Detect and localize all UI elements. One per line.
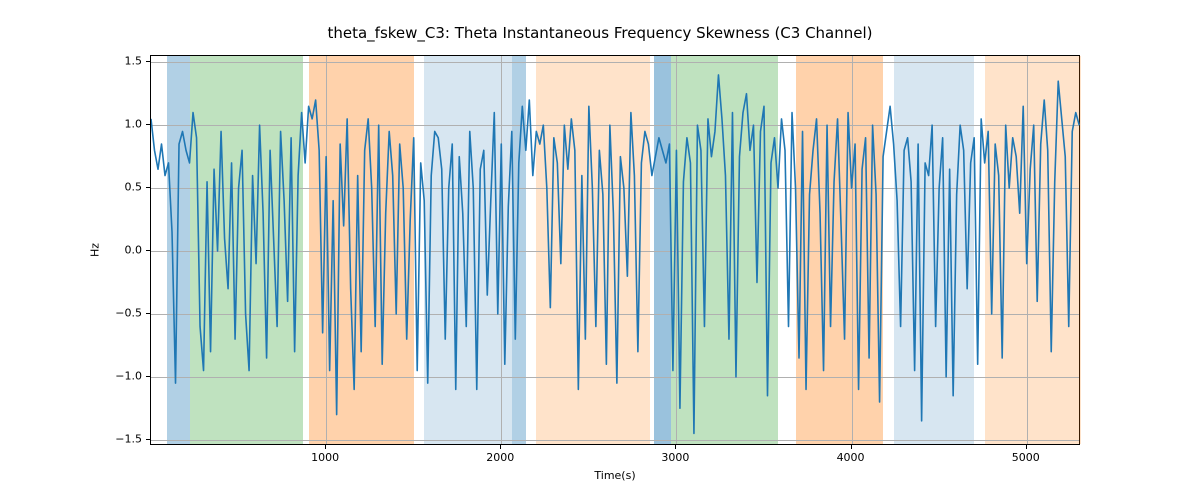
x-tick-label: 5000 xyxy=(1012,451,1040,464)
x-tick-mark xyxy=(500,445,501,449)
x-tick-label: 2000 xyxy=(486,451,514,464)
y-tick-mark xyxy=(146,187,150,188)
x-axis-label: Time(s) xyxy=(594,469,635,482)
y-tick-mark xyxy=(146,313,150,314)
plot-area xyxy=(150,55,1080,445)
y-tick-label: 1.0 xyxy=(110,118,142,131)
y-tick-label: −1.5 xyxy=(110,432,142,445)
x-tick-mark xyxy=(851,445,852,449)
y-tick-label: 0.5 xyxy=(110,181,142,194)
y-tick-mark xyxy=(146,376,150,377)
x-tick-mark xyxy=(325,445,326,449)
x-tick-mark xyxy=(1026,445,1027,449)
y-tick-label: 1.5 xyxy=(110,55,142,68)
y-tick-mark xyxy=(146,439,150,440)
y-tick-mark xyxy=(146,124,150,125)
x-tick-label: 3000 xyxy=(661,451,689,464)
y-tick-label: 0.0 xyxy=(110,244,142,257)
figure: theta_fskew_C3: Theta Instantaneous Freq… xyxy=(0,0,1200,500)
y-tick-mark xyxy=(146,61,150,62)
y-tick-label: −1.0 xyxy=(110,369,142,382)
y-tick-label: −0.5 xyxy=(110,306,142,319)
x-tick-label: 1000 xyxy=(311,451,339,464)
x-tick-mark xyxy=(675,445,676,449)
y-axis-label: Hz xyxy=(89,243,102,257)
chart-title: theta_fskew_C3: Theta Instantaneous Freq… xyxy=(0,24,1200,42)
x-tick-label: 4000 xyxy=(837,451,865,464)
y-tick-mark xyxy=(146,250,150,251)
timeseries-line xyxy=(151,56,1081,446)
